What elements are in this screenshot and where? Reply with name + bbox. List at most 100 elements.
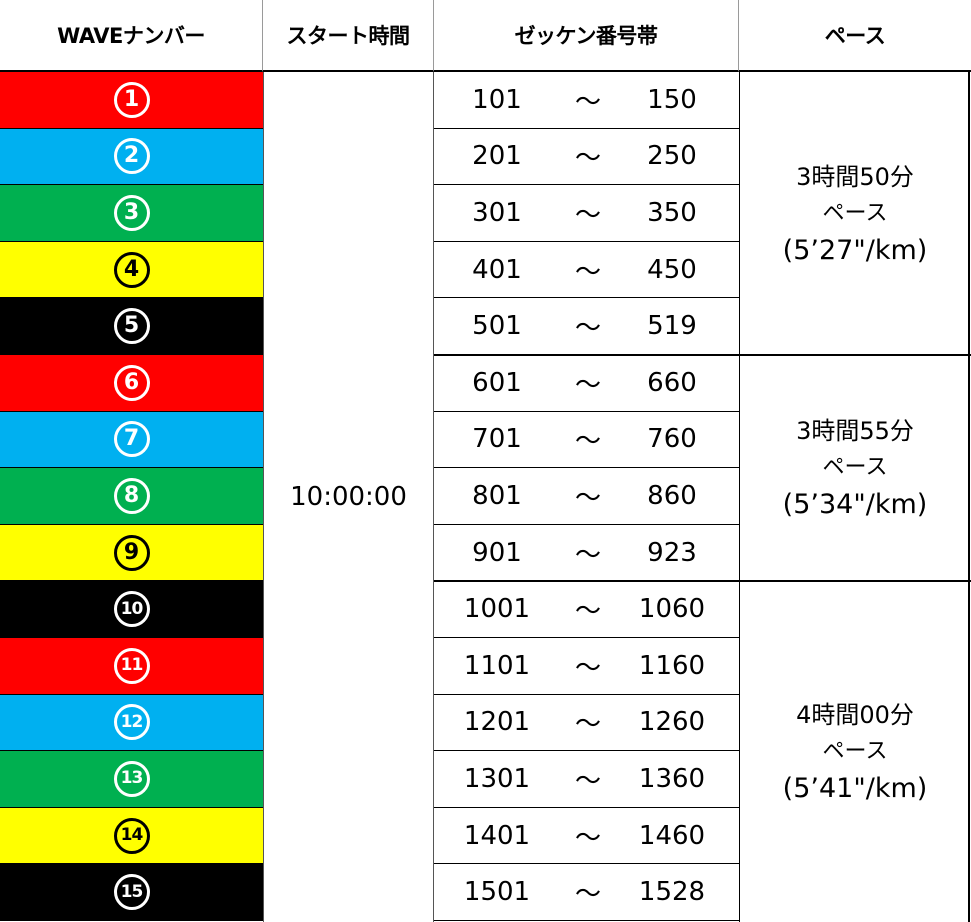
pace-group: 3時間50分 ペース (5’27"/km): [739, 72, 970, 355]
wave-row: 5: [0, 298, 263, 355]
pace-time: 3時間55分: [796, 417, 914, 445]
bib-from: 1301: [463, 763, 531, 794]
pace-time: 3時間50分: [796, 162, 914, 191]
bib-from: 401: [472, 254, 522, 285]
bib-range-row: 1201 ～ 1260: [434, 695, 739, 752]
wave-number-badge: 13: [113, 760, 150, 797]
pace-label: ペース: [822, 455, 888, 480]
wave-number-badge: 14: [113, 817, 150, 854]
bib-separator: ～: [574, 200, 601, 231]
bib-to: 250: [647, 141, 697, 172]
wave-number-badge: 4: [113, 251, 150, 288]
pace-time: 4時間00分: [796, 700, 914, 729]
pace-per-km: (5’34"/km): [782, 489, 928, 520]
bib-separator: ～: [574, 823, 601, 854]
bib-to: 1260: [638, 707, 706, 738]
bib-range-row: 801 ～ 860: [434, 468, 739, 525]
pace-label: ペース: [822, 738, 888, 764]
pace-per-km: (5’41"/km): [782, 772, 928, 804]
pace-per-km: (5’27"/km): [782, 234, 928, 266]
wave-row: 4: [0, 241, 263, 299]
bib-separator: ～: [574, 653, 601, 684]
bib-to: 760: [647, 424, 697, 455]
bib-separator: ～: [574, 596, 601, 627]
bib-from: 101: [472, 84, 522, 115]
bib-separator: ～: [574, 540, 601, 571]
wave-row: 9: [0, 524, 263, 582]
header-wave-number: WAVEナンバー: [0, 0, 263, 72]
wave-row: 13: [0, 751, 263, 808]
wave-row: 14: [0, 807, 263, 865]
start-time-cell: 10:00:00: [263, 72, 434, 922]
table-border-right: [968, 72, 970, 922]
wave-number-badge: 15: [113, 874, 150, 911]
bib-from: 1001: [463, 594, 531, 625]
bib-separator: ～: [574, 426, 601, 457]
bib-from: 1401: [463, 820, 531, 851]
pace-label: ペース: [822, 200, 888, 226]
bib-range-row: 1301 ～ 1360: [434, 751, 739, 808]
bib-range-row: 501 ～ 519: [434, 298, 739, 355]
wave-number-badge: 7: [113, 421, 150, 458]
wave-row: 11: [0, 638, 263, 695]
wave-number-badge: 10: [113, 591, 150, 628]
bib-range-row: 301 ～ 350: [434, 185, 739, 242]
bib-to: 519: [647, 311, 697, 342]
bib-to: 350: [647, 197, 697, 228]
bib-separator: ～: [574, 370, 601, 401]
header-pace: ペース: [739, 0, 971, 72]
bib-range-row: 701 ～ 760: [434, 412, 739, 469]
wave-number-badge: 11: [113, 647, 150, 684]
bib-range-row: 601 ～ 660: [434, 355, 739, 412]
pace-group: 4時間00分 ペース (5’41"/km): [739, 581, 970, 922]
header-bib-range: ゼッケン番号帯: [434, 0, 739, 72]
wave-number-badge: 12: [113, 704, 150, 741]
bib-to: 923: [647, 537, 697, 568]
bib-separator: ～: [574, 87, 601, 118]
wave-number-badge: 3: [113, 194, 150, 231]
bib-to: 660: [647, 367, 697, 398]
wave-row: 2: [0, 128, 263, 186]
group-divider: [434, 354, 971, 356]
bib-separator: ～: [574, 143, 601, 174]
bib-separator: ～: [574, 766, 601, 797]
wave-number-badge: 2: [113, 138, 150, 175]
bib-from: 201: [472, 141, 522, 172]
bib-to: 450: [647, 254, 697, 285]
bib-to: 1160: [638, 650, 706, 681]
bib-from: 301: [472, 197, 522, 228]
wave-number-badge: 6: [113, 364, 150, 401]
bib-range-row: 1501 ～ 1528: [434, 864, 739, 921]
wave-number-badge: 1: [113, 81, 150, 118]
wave-row: 3: [0, 185, 263, 242]
bib-range-row: 901 ～ 923: [434, 525, 739, 582]
bib-separator: ～: [574, 483, 601, 514]
wave-row: 7: [0, 411, 263, 469]
wave-row: 8: [0, 468, 263, 525]
bib-from: 1101: [463, 650, 531, 681]
bib-range-row: 401 ～ 450: [434, 242, 739, 299]
bib-to: 1360: [638, 763, 706, 794]
wave-row: 10: [0, 581, 263, 638]
bib-to: 860: [647, 480, 697, 511]
bib-from: 601: [472, 367, 522, 398]
bib-separator: ～: [574, 313, 601, 344]
bib-from: 1501: [463, 877, 531, 908]
bib-from: 901: [472, 537, 522, 568]
pace-group: 3時間55分 ペース (5’34"/km): [739, 355, 970, 581]
wave-row: 15: [0, 864, 263, 921]
wave-row: 6: [0, 355, 263, 412]
bib-separator: ～: [574, 879, 601, 910]
header-start-time: スタート時間: [263, 0, 434, 72]
bib-range-row: 1001 ～ 1060: [434, 581, 739, 638]
bib-from: 1201: [463, 707, 531, 738]
wave-number-badge: 8: [113, 477, 150, 514]
bib-from: 501: [472, 311, 522, 342]
bib-from: 801: [472, 480, 522, 511]
bib-from: 701: [472, 424, 522, 455]
bib-to: 1060: [638, 594, 706, 625]
bib-range-row: 201 ～ 250: [434, 129, 739, 186]
bib-to: 150: [647, 84, 697, 115]
start-time-value: 10:00:00: [290, 482, 407, 512]
wave-row: 12: [0, 694, 263, 752]
